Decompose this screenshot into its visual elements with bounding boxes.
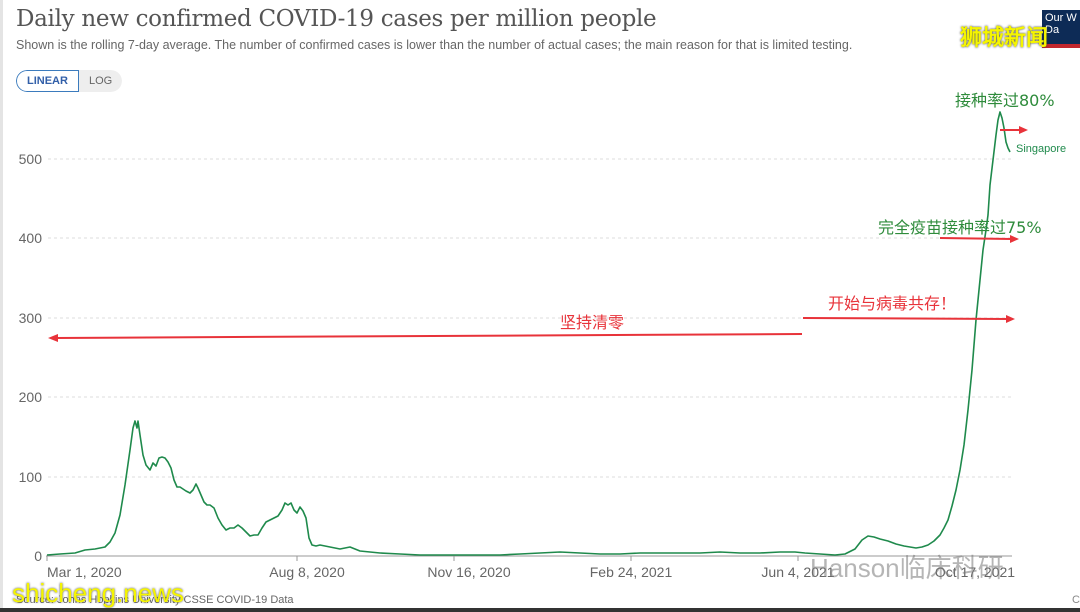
footer-corner-text: C — [1072, 594, 1080, 606]
frame-border-bottom — [0, 608, 1080, 612]
annotation-arrows — [48, 126, 1028, 342]
x-axis-labels: Mar 1, 2020 Aug 8, 2020 Nov 16, 2020 Feb… — [47, 564, 1015, 580]
y-tick-100: 100 — [19, 469, 43, 485]
logo-line-1: Our W — [1045, 12, 1077, 24]
watermark-shicheng-news: shicheng.news — [12, 578, 184, 608]
x-tick-feb-2021: Feb 24, 2021 — [590, 564, 673, 580]
series-label-singapore: Singapore — [1016, 143, 1066, 155]
y-tick-200: 200 — [19, 389, 43, 405]
x-tick-mar-2020: Mar 1, 2020 — [47, 564, 122, 580]
frame-border-left — [0, 0, 3, 612]
annotation-vaccinated-80: 接种率过80% — [955, 91, 1055, 110]
y-tick-500: 500 — [19, 151, 43, 167]
log-scale-button[interactable]: LOG — [78, 70, 123, 92]
y-tick-400: 400 — [19, 230, 43, 246]
annotation-zero-covid: 坚持清零 — [560, 313, 624, 332]
annotation-living-with-virus: 开始与病毒共存！ — [828, 294, 956, 313]
chart-subtitle: Shown is the rolling 7-day average. The … — [16, 38, 853, 52]
owid-logo[interactable]: Our W Da — [1042, 10, 1080, 48]
x-tick-jun-2021: Jun 4, 2021 — [761, 564, 834, 580]
x-axis-ticks — [46, 556, 964, 561]
y-tick-300: 300 — [19, 310, 43, 326]
scale-toggle: LINEAR LOG — [16, 70, 123, 92]
chart-title: Daily new confirmed COVID-19 cases per m… — [16, 6, 657, 32]
linear-scale-button[interactable]: LINEAR — [16, 70, 79, 92]
y-axis-labels: 0 100 200 300 400 500 — [19, 151, 43, 564]
watermark-shicheng-cn: 狮城新闻 — [960, 25, 1049, 50]
watermark-hanson: Hanson临床科研 — [810, 553, 1004, 583]
x-tick-oct-2021: Oct 17, 2021 — [935, 564, 1015, 580]
logo-line-2: Da — [1045, 24, 1060, 36]
singapore-series-line[interactable] — [46, 111, 1011, 556]
x-tick-nov-2020: Nov 16, 2020 — [427, 564, 510, 580]
annotation-vaccinated-75: 完全疫苗接种率过75% — [878, 218, 1042, 237]
source-note[interactable]: Source: Johns Hopkins University CSSE CO… — [16, 594, 294, 606]
x-tick-aug-2020: Aug 8, 2020 — [269, 564, 345, 580]
gridlines — [48, 158, 1012, 478]
y-tick-0: 0 — [34, 548, 42, 564]
